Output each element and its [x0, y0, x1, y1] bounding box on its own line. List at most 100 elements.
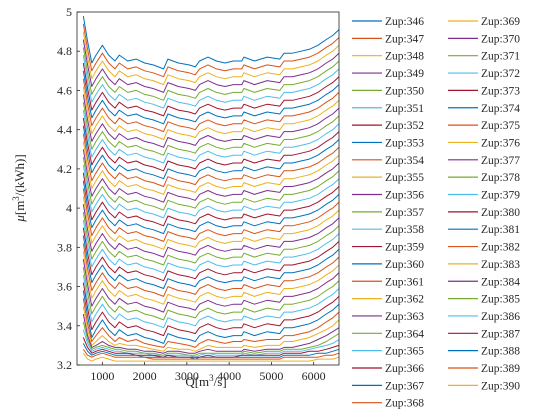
x-tick-label: 2000 [133, 369, 157, 383]
y-axis-label-mu: μ [12, 215, 27, 223]
series-line-zup-369 [82, 196, 340, 250]
y-tick-label: 4 [66, 201, 72, 215]
legend-label: Zup:354 [385, 155, 424, 167]
legend-label: Zup:364 [385, 328, 424, 340]
legend-label: Zup:360 [385, 259, 424, 271]
series-line-zup-365 [82, 164, 340, 219]
y-tick-label: 3.8 [57, 240, 72, 254]
legend-label: Zup:368 [385, 398, 424, 410]
legend-label: Zup:374 [481, 103, 520, 115]
legend-label: Zup:358 [385, 224, 424, 236]
legend-label: Zup:355 [385, 172, 424, 184]
series-line-zup-359 [82, 117, 340, 172]
legend-label: Zup:379 [481, 190, 520, 202]
legend-label: Zup:372 [481, 68, 520, 80]
legend-label: Zup:387 [481, 328, 520, 340]
series-line-zup-377 [82, 259, 340, 313]
series-line-zup-382 [82, 298, 340, 348]
x-axis-label-q: Q[m [185, 374, 209, 389]
y-tick-label: 3.6 [57, 280, 72, 294]
series-line-zup-349 [82, 39, 340, 93]
legend-label: Zup:373 [481, 85, 520, 97]
plot-background [77, 12, 339, 365]
series-line-zup-350 [82, 47, 340, 101]
legend-label: Zup:363 [385, 311, 424, 323]
x-axis-label-unit: /s] [214, 374, 227, 389]
legend-label: Zup:349 [385, 68, 424, 80]
series-line-zup-347 [82, 23, 340, 78]
legend-label: Zup:377 [481, 155, 520, 167]
legend-label: Zup:381 [481, 224, 520, 236]
legend-label: Zup:350 [385, 85, 424, 97]
legend-label: Zup:376 [481, 137, 520, 149]
series-line-zup-354 [82, 78, 340, 133]
series-line-zup-351 [82, 55, 340, 109]
series-line-zup-373 [82, 227, 340, 282]
series-line-zup-376 [82, 251, 340, 305]
legend-label: Zup:389 [481, 363, 520, 375]
y-tick-label: 4.6 [57, 83, 72, 97]
legend-label: Zup:390 [481, 380, 520, 392]
legend-label: Zup:371 [481, 51, 520, 63]
series-line-zup-367 [82, 180, 340, 235]
legend-label: Zup:384 [481, 276, 520, 288]
plot-frame [76, 11, 340, 366]
legend-label: Zup:359 [385, 242, 424, 254]
legend-label: Zup:357 [385, 207, 424, 219]
series-line-zup-386 [82, 329, 340, 358]
y-tick-label: 3.4 [57, 319, 72, 333]
legend-label: Zup:383 [481, 259, 520, 271]
series-line-zup-357 [82, 102, 340, 156]
legend-label: Zup:356 [385, 190, 424, 202]
series-line-zup-383 [82, 306, 340, 352]
legend-label: Zup:388 [481, 346, 520, 358]
legend-label: Zup:348 [385, 51, 424, 63]
x-tick-label: 3000 [175, 369, 199, 383]
series-line-zup-375 [82, 243, 340, 297]
y-tick-label: 4.8 [57, 44, 72, 58]
legend-label: Zup:378 [481, 172, 520, 184]
x-tick-label: 4000 [217, 369, 241, 383]
series-line-zup-385 [82, 321, 340, 356]
legend-label: Zup:352 [385, 120, 424, 132]
series-line-zup-371 [82, 211, 340, 266]
series-line-zup-388 [82, 343, 340, 360]
series-line-zup-358 [82, 110, 340, 164]
series-line-zup-374 [82, 235, 340, 289]
x-tick-label: 5000 [259, 369, 283, 383]
y-tick-label: 4.2 [57, 162, 72, 176]
legend-label: Zup:380 [481, 207, 520, 219]
y-axis-label-base: [m [12, 201, 27, 215]
legend-label: Zup:385 [481, 294, 520, 306]
series-line-zup-362 [82, 141, 340, 195]
series-lines [82, 15, 340, 362]
legend-label: Zup:375 [481, 120, 520, 132]
legend-box [346, 11, 548, 409]
series-line-zup-361 [82, 133, 340, 187]
series-line-zup-368 [82, 188, 340, 242]
x-axis-ticks: 1000 2000 3000 4000 5000 6000 [90, 362, 326, 383]
x-tick-label: 6000 [302, 369, 326, 383]
y-tick-label: 5 [66, 5, 72, 19]
series-line-zup-378 [82, 266, 340, 321]
y-axis-ticks: 3.2 3.4 3.6 3.8 4 4.2 4.4 4.6 4.8 5 [57, 5, 80, 372]
series-line-zup-363 [82, 149, 340, 203]
series-line-zup-384 [82, 313, 340, 354]
legend-label: Zup:366 [385, 363, 424, 375]
legend-label: Zup:370 [481, 33, 520, 45]
legend-label: Zup:362 [385, 294, 424, 306]
x-axis-label-exponent: 3 [209, 373, 214, 383]
legend-label: Zup:367 [385, 380, 424, 392]
series-line-zup-379 [82, 274, 340, 329]
legend-label: Zup:351 [385, 103, 424, 115]
legend-label: Zup:369 [481, 16, 520, 28]
series-line-zup-366 [82, 172, 340, 227]
legend-label: Zup:361 [385, 276, 424, 288]
y-axis-label-exponent: 3 [11, 196, 21, 201]
series-line-zup-390 [82, 352, 340, 362]
legend-label: Zup:347 [385, 33, 424, 45]
series-line-zup-389 [82, 349, 340, 360]
y-tick-label: 4.4 [57, 123, 72, 137]
series-line-zup-380 [82, 282, 340, 337]
